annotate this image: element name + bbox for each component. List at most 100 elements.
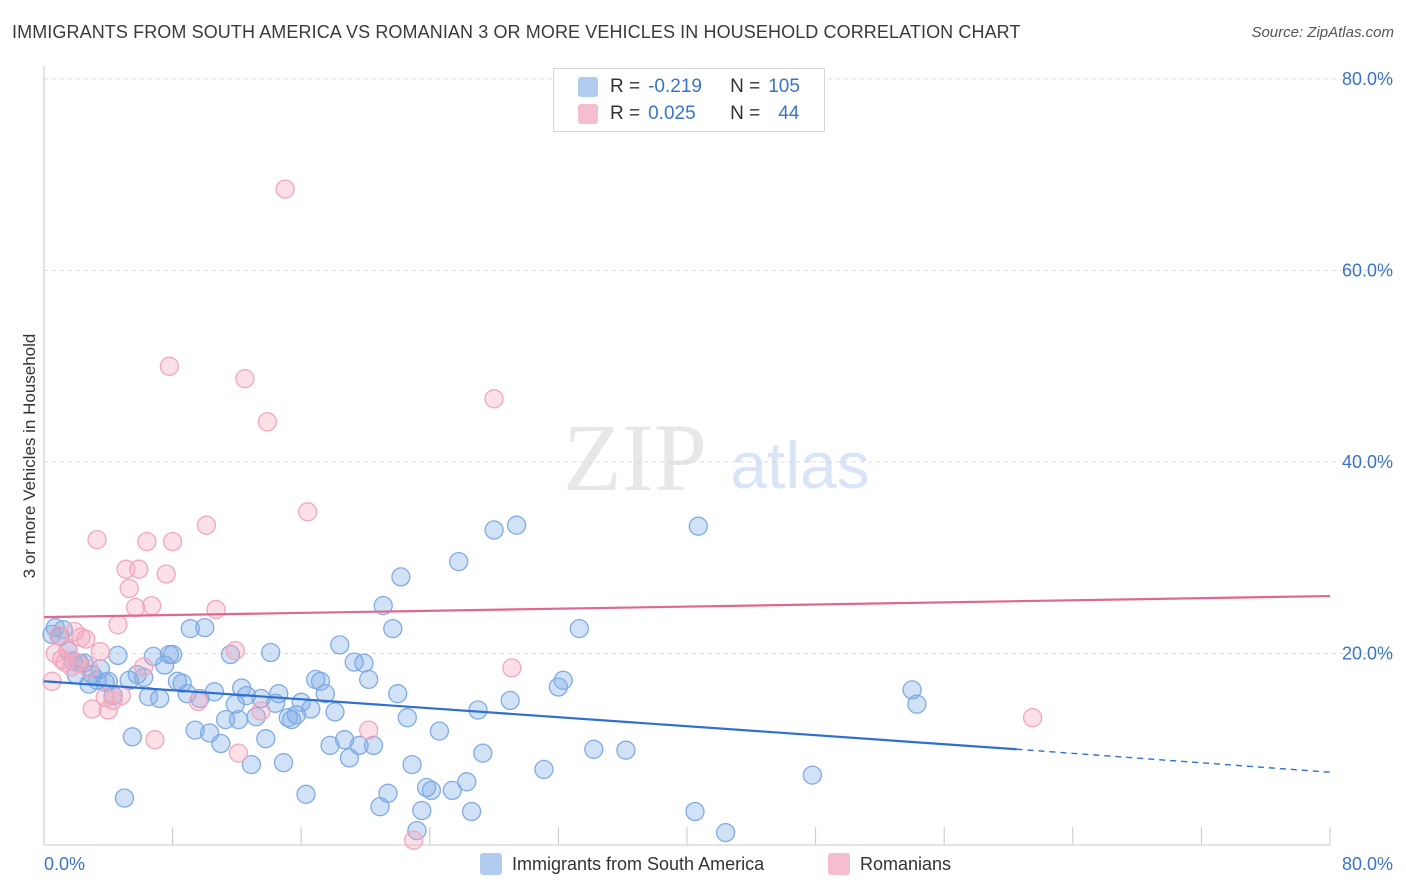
point-south-america [114,788,135,808]
point-south-america [291,692,311,712]
point-romanians [156,564,176,584]
point-south-america [688,516,708,536]
point-south-america [506,515,527,535]
trend-lines [43,594,1331,773]
legend-r-value: 0.025 [648,103,696,124]
point-romanians [134,657,154,677]
point-south-america [269,684,289,704]
point-south-america [108,645,128,666]
watermark: ZIP atlas [563,404,870,511]
point-south-america [449,551,469,572]
x-tick-label-min: 0.0% [44,854,85,874]
point-south-america [378,783,398,803]
point-romanians [82,699,102,719]
point-romanians [162,531,183,552]
point-south-america [228,709,249,730]
point-south-america [429,721,450,741]
point-south-america [907,694,927,714]
point-romanians [196,515,217,535]
point-romanians [275,179,295,199]
legend-swatch-series1 [578,77,598,97]
legend-r-value: -0.219 [648,76,702,97]
point-romanians [159,356,180,376]
point-south-america [211,733,231,754]
point-south-america [500,690,520,711]
watermark-zip: ZIP [563,404,707,511]
point-romanians [68,653,88,673]
point-romanians [228,743,249,763]
point-south-america [325,702,345,722]
point-south-america [334,730,355,750]
point-south-america [388,684,408,704]
bottom-legend-label-series2: Romanians [860,853,952,874]
point-romanians [359,720,379,740]
point-south-america [162,644,183,665]
point-south-america [373,595,393,616]
point-south-america [349,735,369,756]
point-south-america [468,700,488,720]
point-romanians [188,691,208,712]
point-south-america [134,667,154,688]
point-romanians [90,641,110,662]
y-tick-label: 80.0% [1342,69,1393,89]
point-south-america [421,780,442,801]
point-south-america [256,729,276,749]
y-tick-label: 20.0% [1342,644,1393,664]
point-south-america [261,642,281,663]
legend-r-label: R = [610,103,641,124]
point-romanians [297,502,318,522]
point-south-america [802,765,823,785]
point-south-america [685,801,705,822]
point-south-america [286,705,307,725]
point-south-america [154,655,175,675]
point-south-america [397,708,417,728]
tick-labels: 20.0% 40.0% 60.0% 80.0% 0.0% 80.0% [44,69,1393,874]
point-south-america [569,618,589,639]
trend-line-south-america-extension [1016,748,1331,773]
watermark-atlas: atlas [730,428,869,502]
point-romanians [119,578,139,599]
point-south-america [177,684,197,704]
point-south-america [315,684,335,704]
y-tick-label: 40.0% [1342,452,1393,472]
point-romanians [98,700,118,720]
point-romanians [125,597,146,618]
point-romanians [52,649,72,669]
point-south-america [534,759,554,780]
point-romanians [108,615,128,635]
legend-r-label: R = [610,76,641,97]
point-romanians [145,730,165,750]
legend-n-label: N = [730,76,761,97]
point-south-america [442,780,462,801]
point-south-america [584,739,604,759]
point-romanians [257,412,278,432]
legend-n-value: 44 [778,103,800,124]
bottom-legend-series1: Immigrants from South America [480,852,764,876]
point-south-america [320,735,340,756]
correlation-legend: R = -0.219 N = 105 R = 0.025 N = 44 [553,68,825,132]
point-south-america [902,680,922,700]
gridlines [44,78,1390,654]
point-south-america [195,617,215,638]
point-south-america [457,772,477,792]
point-south-america [273,753,294,773]
legend-n-label: N = [730,103,761,124]
point-south-america [383,618,403,639]
y-tick-label: 60.0% [1342,261,1393,281]
point-romanians [206,599,226,620]
point-romanians [48,625,69,645]
trend-line-romanians [43,594,1331,619]
point-south-america [301,699,321,719]
point-romanians [79,659,99,679]
legend-row-series2: R = 0.025 N = 44 [578,103,799,125]
point-south-america [122,727,143,747]
point-romanians [235,369,255,389]
bottom-legend-label-series1: Immigrants from South America [512,853,765,874]
point-romanians [1022,708,1043,728]
legend-n-value: 105 [768,76,800,97]
point-romanians [484,389,504,409]
point-south-america [296,784,316,804]
point-south-america [553,670,573,690]
legend-row-series1: R = -0.219 N = 105 [578,76,800,98]
